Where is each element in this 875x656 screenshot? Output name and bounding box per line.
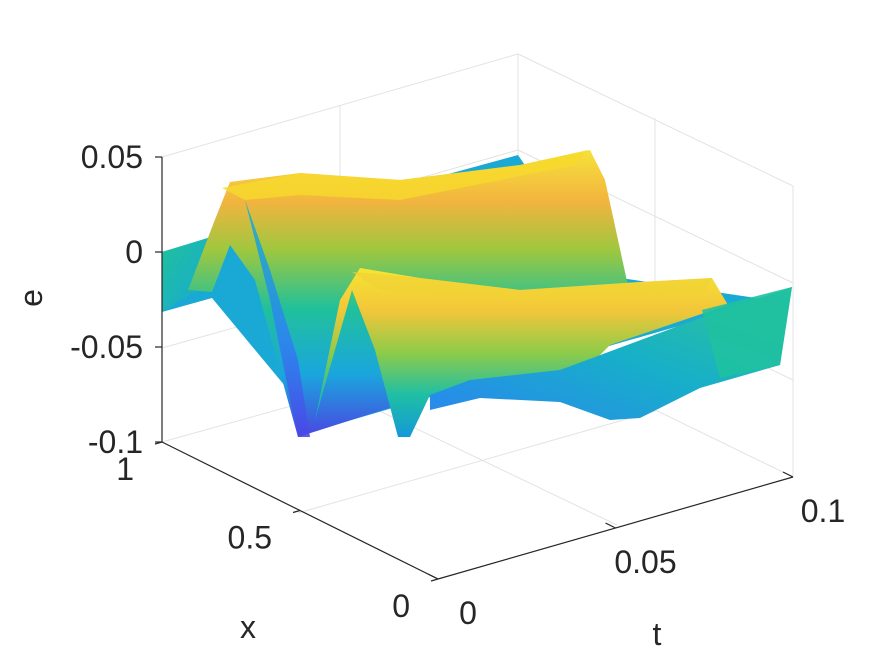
x-tick-mark [154, 441, 163, 445]
t-tick-mark [782, 471, 794, 478]
t-tick-label: 0 [459, 595, 477, 631]
x-axis-label: x [240, 609, 256, 645]
z-axis-ticks: -0.1 -0.05 0 0.05 [70, 139, 162, 460]
t-tick-label: 0.1 [801, 493, 845, 529]
x-tick-label: 1 [116, 451, 134, 487]
t-tick-mark [605, 522, 616, 529]
z-tick-label: 0.05 [81, 139, 143, 175]
t-axis-ticks: 0 0.05 0.1 [427, 471, 845, 631]
z-tick-label: -0.1 [88, 424, 143, 460]
t-axis-label: t [653, 616, 662, 652]
z-axis-label: e [13, 289, 49, 307]
x-tick-label: 0 [392, 588, 410, 624]
t-tick-label: 0.05 [614, 544, 676, 580]
x-axis-ticks: 00.51 [116, 441, 439, 624]
surface-mesh [162, 150, 792, 437]
x-tick-mark [430, 578, 439, 582]
z-tick-label: 0 [125, 234, 143, 270]
x-tick-mark [292, 509, 301, 514]
z-tick-label: -0.05 [70, 329, 143, 365]
t-tick-mark [427, 573, 439, 580]
x-tick-label: 0.5 [228, 520, 272, 556]
